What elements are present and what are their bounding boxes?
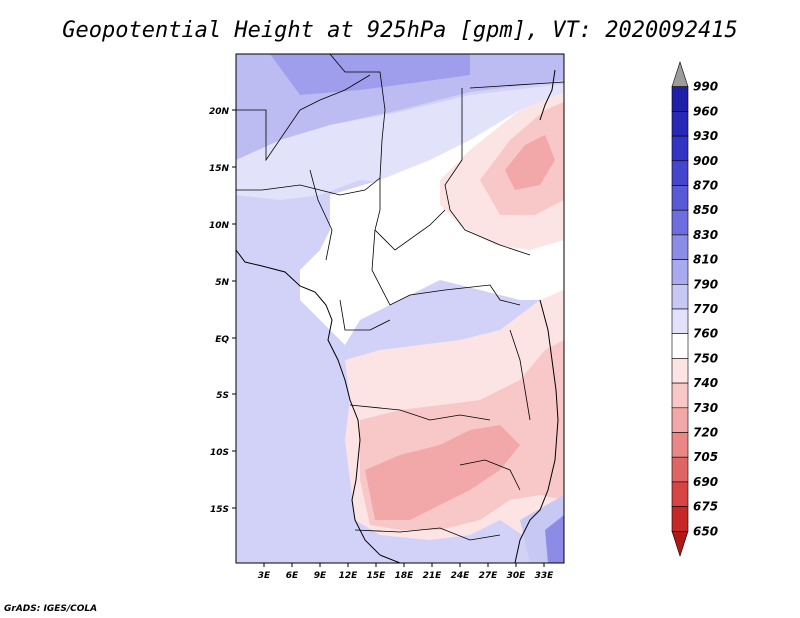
colorbar-swatch	[671, 111, 689, 137]
colorbar: 990 960 930 900 870 850 830 810 790 770 760 750 740 7…	[671, 61, 718, 557]
colorbar-level-label: 750	[693, 351, 718, 365]
colorbar-swatch	[671, 506, 689, 532]
colorbar-level-label: 990	[693, 80, 718, 94]
field-se-blue-core	[545, 515, 564, 563]
field-sahara	[236, 84, 564, 200]
colorbar-top-arrow	[671, 61, 689, 87]
colorbar-swatch	[671, 456, 689, 483]
lat-label: 5N	[215, 278, 229, 288]
colorbar-level-label: 730	[693, 401, 718, 415]
lon-label: 6E	[286, 571, 299, 581]
colorbar-swatch	[671, 234, 689, 260]
colorbar-level-label: 900	[693, 154, 718, 168]
lon-label: 30E	[507, 571, 527, 581]
colorbar-level-label: 705	[693, 450, 718, 464]
colorbar-swatch	[671, 160, 689, 186]
colorbar-swatch	[671, 283, 689, 310]
lat-label: 10N	[209, 221, 230, 231]
lon-label: 33E	[535, 571, 555, 581]
lat-label: 15N	[209, 164, 230, 174]
colorbar-swatch	[671, 185, 689, 211]
field-north-core	[270, 54, 470, 95]
lat-label: EQ	[215, 335, 229, 345]
colorbar-level-label: 760	[693, 327, 718, 341]
colorbar-level-label: 790	[693, 277, 718, 291]
colorbar-level-label: 810	[693, 253, 718, 267]
colorbar-level-label: 830	[693, 228, 718, 242]
colorbar-level-label: 960	[693, 104, 718, 118]
lon-label: 9E	[314, 571, 327, 581]
colorbar-bottom-arrow	[671, 530, 689, 557]
borders	[236, 54, 564, 541]
colorbar-swatch	[671, 259, 689, 285]
map-frame	[235, 53, 565, 564]
colorbar-level-label: 770	[693, 302, 718, 316]
colorbar-level-label: 650	[693, 524, 718, 538]
height-field	[236, 54, 564, 563]
lat-axis: 20N 15N 10N 5N EQ 5S 10S 15S	[209, 107, 236, 515]
colorbar-level-label: 690	[693, 475, 718, 489]
coastlines	[236, 69, 559, 563]
colorbar-swatch	[671, 432, 689, 458]
lat-label: 20N	[209, 107, 230, 117]
colorbar-swatch	[671, 86, 689, 112]
lon-label: 27E	[479, 571, 499, 581]
colorbar-level-label: 930	[693, 129, 718, 143]
lon-axis: 3E 6E 9E 12E 15E 18E 21E 24E 27E 30E 33E	[258, 563, 554, 581]
colorbar-swatch	[671, 358, 689, 384]
colorbar-level-label: 850	[693, 203, 718, 217]
lon-label: 12E	[339, 571, 359, 581]
colorbar-level-label: 740	[693, 376, 718, 390]
lon-label: 21E	[423, 571, 443, 581]
colorbar-swatch	[671, 481, 689, 507]
lon-label: 24E	[451, 571, 471, 581]
colorbar-swatch	[671, 333, 689, 359]
grads-credit: GrADS: IGES/COLA	[4, 604, 98, 614]
lat-label: 10S	[210, 448, 229, 458]
colorbar-swatch	[671, 382, 689, 409]
field-ne-core	[505, 135, 555, 190]
lon-label: 15E	[367, 571, 387, 581]
colorbar-level-label: 675	[693, 500, 718, 514]
colorbar-swatch	[671, 209, 689, 236]
lon-label: 3E	[258, 571, 271, 581]
lat-label: 5S	[216, 391, 229, 401]
colorbar-level-label: 870	[693, 179, 718, 193]
lat-label: 15S	[210, 505, 229, 515]
field-south-core	[365, 425, 520, 520]
colorbar-swatch	[671, 308, 689, 335]
colorbar-swatch	[671, 135, 689, 162]
colorbar-swatch	[671, 407, 689, 433]
lon-label: 18E	[395, 571, 415, 581]
map-title: Geopotential Height at 925hPa [gpm], VT:…	[62, 18, 738, 43]
colorbar-level-label: 720	[693, 426, 718, 440]
